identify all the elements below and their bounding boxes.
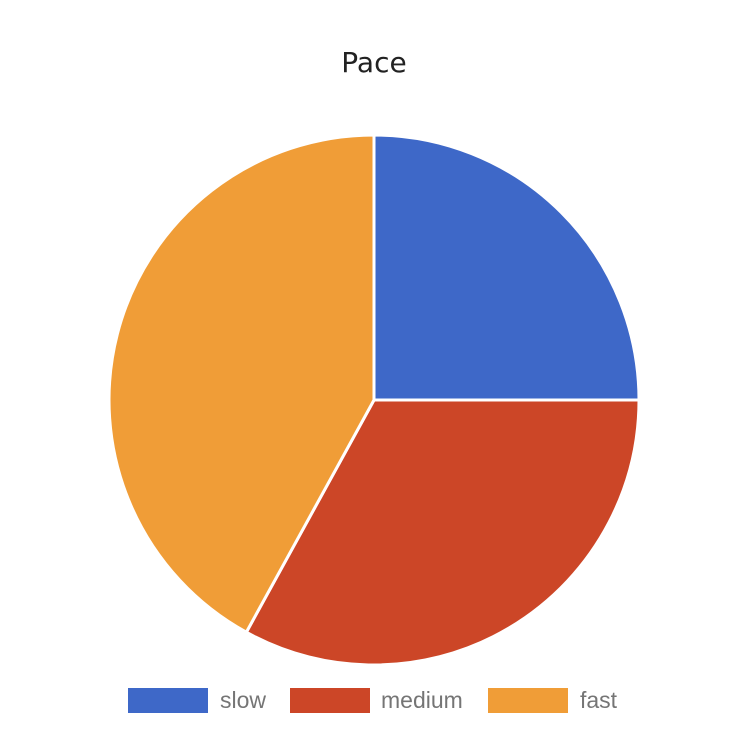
pie-slice-slow [372,133,641,402]
legend: slow medium fast [128,687,618,713]
legend-item-slow: slow [128,687,266,713]
legend-label-fast: fast [580,687,618,713]
pie-slices [107,133,641,667]
chart-title: Pace [341,46,406,79]
pie-slice-fast [107,133,376,634]
legend-item-medium: medium [290,687,463,713]
legend-swatch-medium [290,688,370,713]
legend-label-slow: slow [220,687,266,713]
legend-label-medium: medium [381,687,463,713]
pie-slice-medium [244,398,641,667]
legend-item-fast: fast [488,687,618,713]
legend-swatch-fast [488,688,568,713]
legend-swatch-slow [128,688,208,713]
